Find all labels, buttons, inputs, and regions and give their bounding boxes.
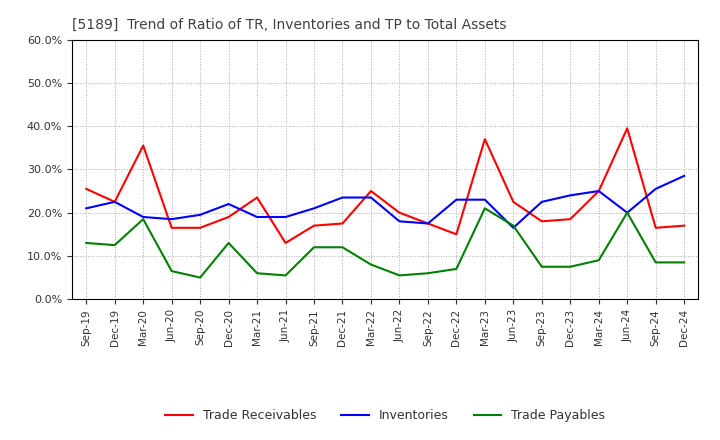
Trade Payables	[310, 245, 318, 250]
Trade Payables	[652, 260, 660, 265]
Trade Receivables	[366, 188, 375, 194]
Trade Receivables	[253, 195, 261, 200]
Trade Receivables	[110, 199, 119, 205]
Inventories	[680, 173, 688, 179]
Trade Receivables	[680, 223, 688, 228]
Inventories	[480, 197, 489, 202]
Trade Receivables	[167, 225, 176, 231]
Line: Trade Payables: Trade Payables	[86, 208, 684, 278]
Trade Payables	[82, 240, 91, 246]
Line: Inventories: Inventories	[86, 176, 684, 228]
Trade Payables	[452, 266, 461, 271]
Inventories	[366, 195, 375, 200]
Trade Payables	[282, 273, 290, 278]
Trade Receivables	[452, 231, 461, 237]
Inventories	[423, 221, 432, 226]
Inventories	[595, 188, 603, 194]
Inventories	[652, 186, 660, 191]
Trade Payables	[225, 240, 233, 246]
Trade Payables	[537, 264, 546, 269]
Trade Receivables	[139, 143, 148, 148]
Line: Trade Receivables: Trade Receivables	[86, 128, 684, 243]
Trade Payables	[366, 262, 375, 267]
Trade Payables	[680, 260, 688, 265]
Trade Receivables	[595, 188, 603, 194]
Trade Payables	[566, 264, 575, 269]
Trade Receivables	[537, 219, 546, 224]
Inventories	[282, 214, 290, 220]
Trade Payables	[480, 205, 489, 211]
Trade Payables	[139, 216, 148, 222]
Legend: Trade Receivables, Inventories, Trade Payables: Trade Receivables, Inventories, Trade Pa…	[161, 404, 610, 427]
Trade Receivables	[423, 221, 432, 226]
Inventories	[537, 199, 546, 205]
Inventories	[509, 225, 518, 231]
Trade Receivables	[338, 221, 347, 226]
Inventories	[167, 216, 176, 222]
Trade Receivables	[225, 214, 233, 220]
Trade Payables	[509, 223, 518, 228]
Trade Payables	[253, 271, 261, 276]
Trade Payables	[196, 275, 204, 280]
Inventories	[110, 199, 119, 205]
Inventories	[338, 195, 347, 200]
Inventories	[139, 214, 148, 220]
Trade Payables	[338, 245, 347, 250]
Trade Payables	[595, 258, 603, 263]
Inventories	[310, 205, 318, 211]
Trade Payables	[623, 210, 631, 215]
Text: [5189]  Trend of Ratio of TR, Inventories and TP to Total Assets: [5189] Trend of Ratio of TR, Inventories…	[72, 18, 506, 32]
Trade Receivables	[282, 240, 290, 246]
Trade Receivables	[395, 210, 404, 215]
Inventories	[623, 210, 631, 215]
Inventories	[225, 202, 233, 207]
Trade Receivables	[652, 225, 660, 231]
Trade Receivables	[566, 216, 575, 222]
Inventories	[395, 219, 404, 224]
Trade Receivables	[196, 225, 204, 231]
Trade Payables	[395, 273, 404, 278]
Inventories	[253, 214, 261, 220]
Trade Receivables	[480, 136, 489, 142]
Inventories	[452, 197, 461, 202]
Inventories	[566, 193, 575, 198]
Trade Payables	[167, 268, 176, 274]
Trade Payables	[110, 242, 119, 248]
Inventories	[82, 205, 91, 211]
Trade Receivables	[623, 126, 631, 131]
Trade Receivables	[310, 223, 318, 228]
Trade Payables	[423, 271, 432, 276]
Trade Receivables	[509, 199, 518, 205]
Inventories	[196, 212, 204, 217]
Trade Receivables	[82, 186, 91, 191]
